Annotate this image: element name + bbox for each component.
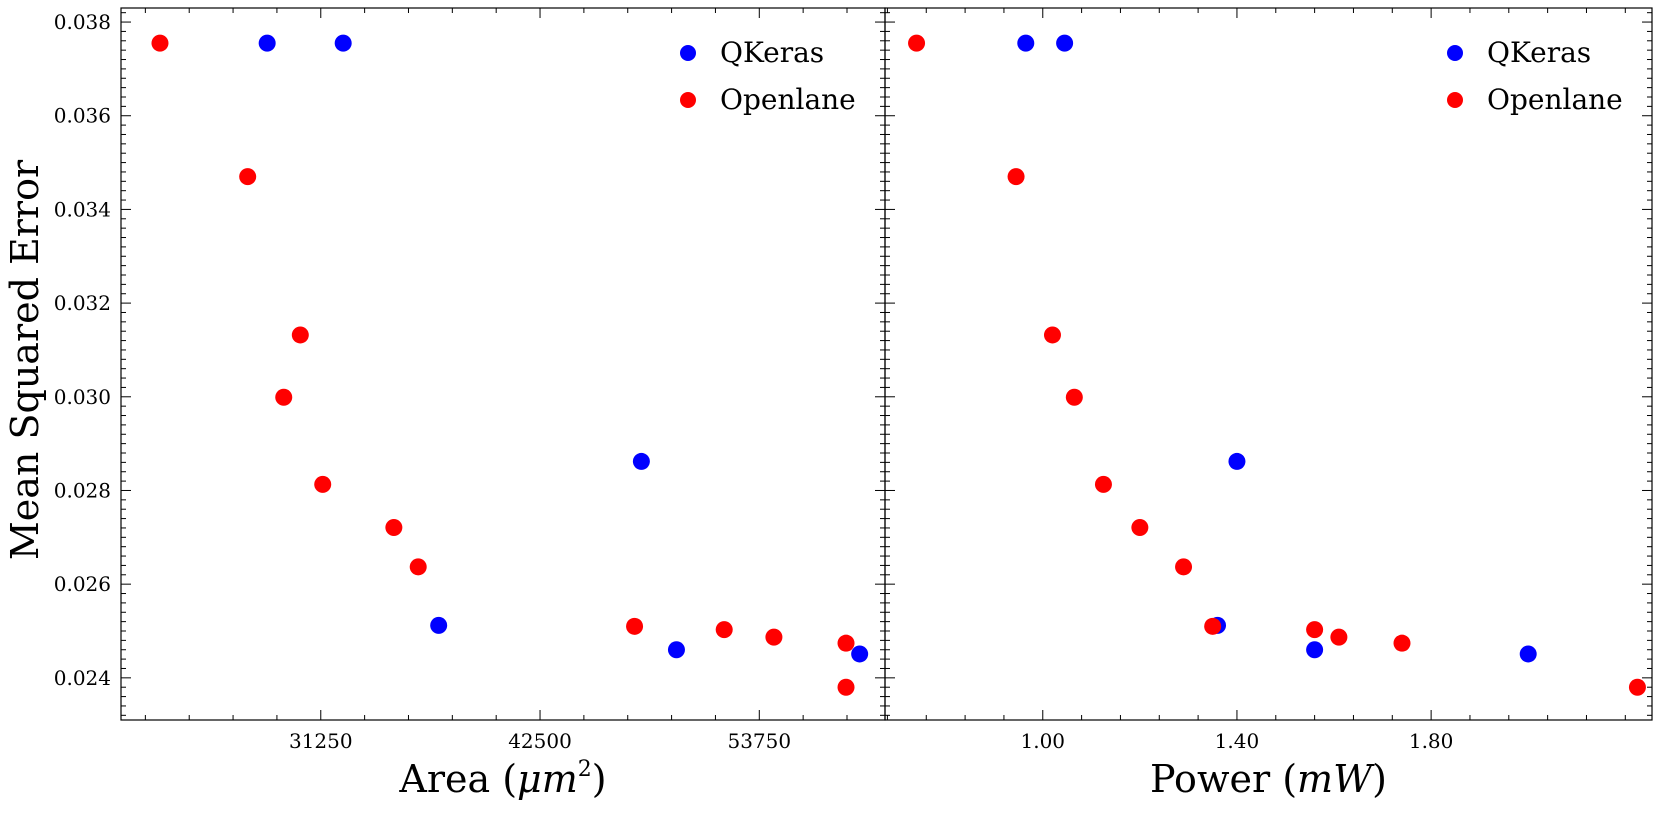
data-point-qkeras: [1519, 645, 1537, 663]
legend-marker-openlane: [1447, 92, 1463, 108]
legend-label-qkeras: QKeras: [720, 36, 824, 69]
y-tick-label: 0.024: [54, 666, 111, 690]
power-x-ticks: 1.00 1.40 1.80: [886, 8, 1626, 753]
x-tick-label: 1.80: [1409, 729, 1454, 753]
legend-label-openlane: Openlane: [1487, 83, 1623, 116]
x-tick-label: 1.40: [1215, 729, 1260, 753]
data-point-openlane: [409, 558, 427, 576]
data-point-openlane: [1628, 678, 1646, 696]
power-y-ticks: [885, 12, 1652, 716]
data-point-openlane: [1131, 518, 1149, 536]
area-x-axis-label: Area (μm2): [398, 757, 606, 801]
data-point-openlane: [765, 628, 783, 646]
data-point-qkeras: [258, 34, 276, 52]
data-point-qkeras: [667, 641, 685, 659]
y-tick-label: 0.028: [54, 478, 111, 502]
data-point-openlane: [239, 168, 257, 186]
data-point-openlane: [715, 621, 733, 639]
data-point-qkeras: [851, 645, 869, 663]
data-point-openlane: [626, 617, 644, 635]
data-point-openlane: [151, 34, 169, 52]
data-point-openlane: [1043, 326, 1061, 344]
data-point-openlane: [385, 518, 403, 536]
data-point-openlane: [1065, 388, 1083, 406]
power-panel: 1.00 1.40 1.80 QKeras Openlane Power (mW): [884, 7, 1653, 801]
x-tick-label: 53750: [727, 729, 791, 753]
y-tick-label: 0.038: [54, 10, 111, 34]
y-tick-label: 0.026: [54, 572, 111, 596]
data-point-qkeras: [1056, 34, 1074, 52]
data-point-openlane: [837, 634, 855, 652]
x-tick-label: 31250: [289, 729, 353, 753]
data-point-openlane: [1204, 617, 1222, 635]
data-point-qkeras: [334, 34, 352, 52]
data-point-openlane: [908, 34, 926, 52]
data-point-openlane: [1306, 621, 1324, 639]
data-point-qkeras: [1228, 452, 1246, 470]
power-points: [908, 34, 1646, 696]
data-point-openlane: [1094, 475, 1112, 493]
area-panel: 0.024 0.026 0.028 0.030 0.032 0.034 0.036 0.038…: [54, 7, 886, 801]
y-tick-label: 0.032: [54, 291, 111, 315]
power-x-axis-label: Power (mW): [1150, 757, 1387, 801]
data-point-qkeras: [1017, 34, 1035, 52]
power-legend: QKeras Openlane: [1447, 36, 1623, 116]
data-point-openlane: [291, 326, 309, 344]
legend-marker-qkeras: [680, 45, 696, 61]
legend-label-openlane: Openlane: [720, 83, 856, 116]
y-axis-label: Mean Squared Error: [3, 159, 47, 560]
data-point-qkeras: [1306, 641, 1324, 659]
y-tick-label: 0.034: [54, 197, 111, 221]
data-point-qkeras: [430, 616, 448, 634]
data-point-openlane: [837, 678, 855, 696]
data-point-openlane: [1393, 634, 1411, 652]
data-point-openlane: [1330, 628, 1348, 646]
y-tick-label: 0.036: [54, 104, 111, 128]
area-points: [151, 34, 869, 696]
legend-marker-qkeras: [1447, 45, 1463, 61]
data-point-openlane: [1007, 168, 1025, 186]
power-plot-frame: [884, 7, 1653, 721]
data-point-openlane: [314, 475, 332, 493]
area-x-ticks: 31250 42500 53750: [144, 8, 848, 753]
data-point-openlane: [1175, 558, 1193, 576]
data-point-openlane: [275, 388, 293, 406]
legend-marker-openlane: [680, 92, 696, 108]
x-tick-label: 1.00: [1021, 729, 1066, 753]
x-tick-label: 42500: [508, 729, 572, 753]
area-legend: QKeras Openlane: [680, 36, 856, 116]
area-y-ticks: 0.024 0.026 0.028 0.030 0.032 0.034 0.036 0.038: [54, 10, 885, 716]
data-point-qkeras: [632, 452, 650, 470]
legend-label-qkeras: QKeras: [1487, 36, 1591, 69]
y-tick-label: 0.030: [54, 385, 111, 409]
